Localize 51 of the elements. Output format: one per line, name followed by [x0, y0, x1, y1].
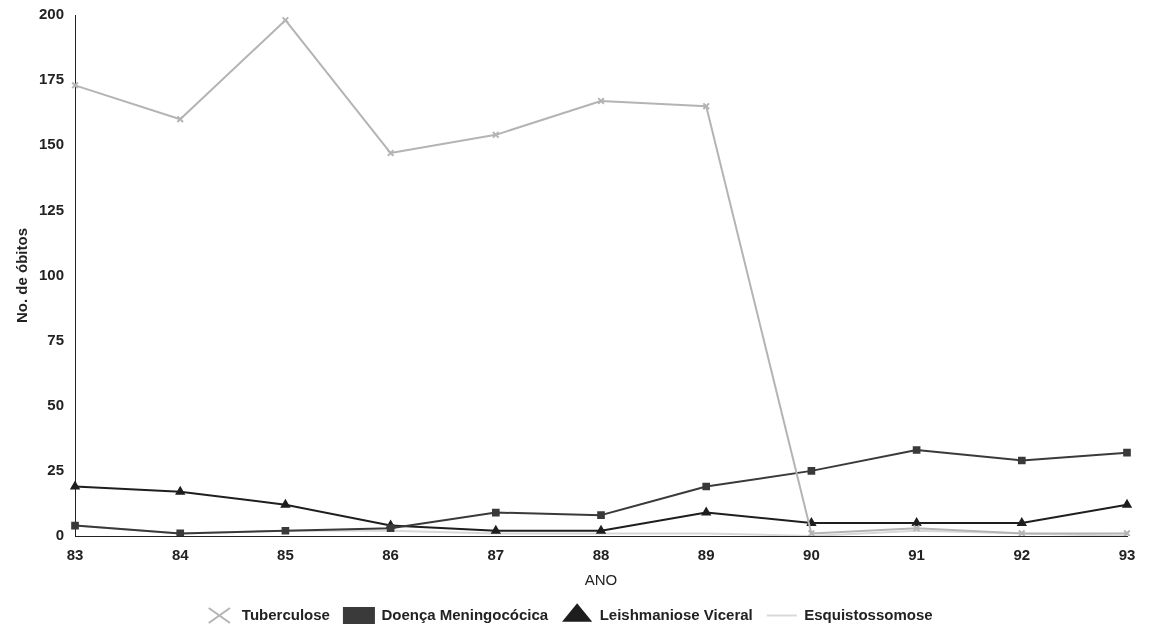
- point: [596, 525, 606, 534]
- x-tick-label: 92: [1013, 546, 1031, 564]
- point: [281, 16, 290, 25]
- point: [702, 102, 711, 110]
- point: [280, 499, 290, 508]
- point: [491, 131, 500, 139]
- x-tick-label: 85: [277, 546, 294, 564]
- x-tick-label: 83: [66, 546, 84, 564]
- y-tick-label: 175: [39, 70, 65, 88]
- y-tick-label: 25: [47, 461, 65, 479]
- legend-label: Leishmaniose Viceral: [599, 605, 753, 623]
- point: [702, 482, 711, 491]
- y-tick-label: 75: [47, 330, 65, 348]
- point: [1122, 499, 1132, 508]
- legend-label: Doença Meningocócica: [381, 605, 549, 623]
- x-tick-label: 86: [382, 546, 399, 564]
- point: [386, 524, 395, 533]
- point: [70, 481, 80, 490]
- point: [176, 529, 185, 536]
- point: [1017, 456, 1026, 465]
- x-tick-label: 88: [592, 546, 610, 564]
- legend-label: Tuberculose: [241, 605, 330, 623]
- point: [281, 526, 290, 535]
- point: [491, 525, 501, 534]
- x-tick-label: 89: [697, 546, 715, 564]
- point: [1123, 448, 1131, 457]
- y-tick-label: 150: [39, 135, 65, 153]
- x-tick-label: 91: [908, 546, 925, 564]
- x-axis-title: ANO: [584, 571, 618, 589]
- x-tick-label: 93: [1118, 546, 1136, 564]
- y-axis-title: No. de óbitos: [13, 228, 31, 323]
- point: [912, 446, 921, 454]
- point: [701, 507, 711, 516]
- point: [175, 486, 185, 495]
- point: [491, 508, 500, 517]
- point: [807, 467, 816, 475]
- y-tick-label: 100: [39, 265, 65, 283]
- point: [912, 517, 922, 526]
- point: [71, 521, 79, 530]
- x-tick-label: 90: [803, 546, 820, 564]
- y-tick-label: 0: [55, 526, 65, 544]
- point: [597, 511, 605, 519]
- point: [1017, 529, 1026, 536]
- point: [807, 529, 816, 536]
- y-tick-label: 125: [39, 200, 65, 218]
- y-tick-label: 50: [47, 395, 65, 413]
- x-tick-label: 87: [487, 546, 505, 564]
- point: [1017, 517, 1027, 526]
- legend-label: Esquistossomose: [804, 605, 933, 623]
- y-tick-label: 200: [39, 5, 65, 23]
- x-tick-label: 84: [171, 546, 190, 564]
